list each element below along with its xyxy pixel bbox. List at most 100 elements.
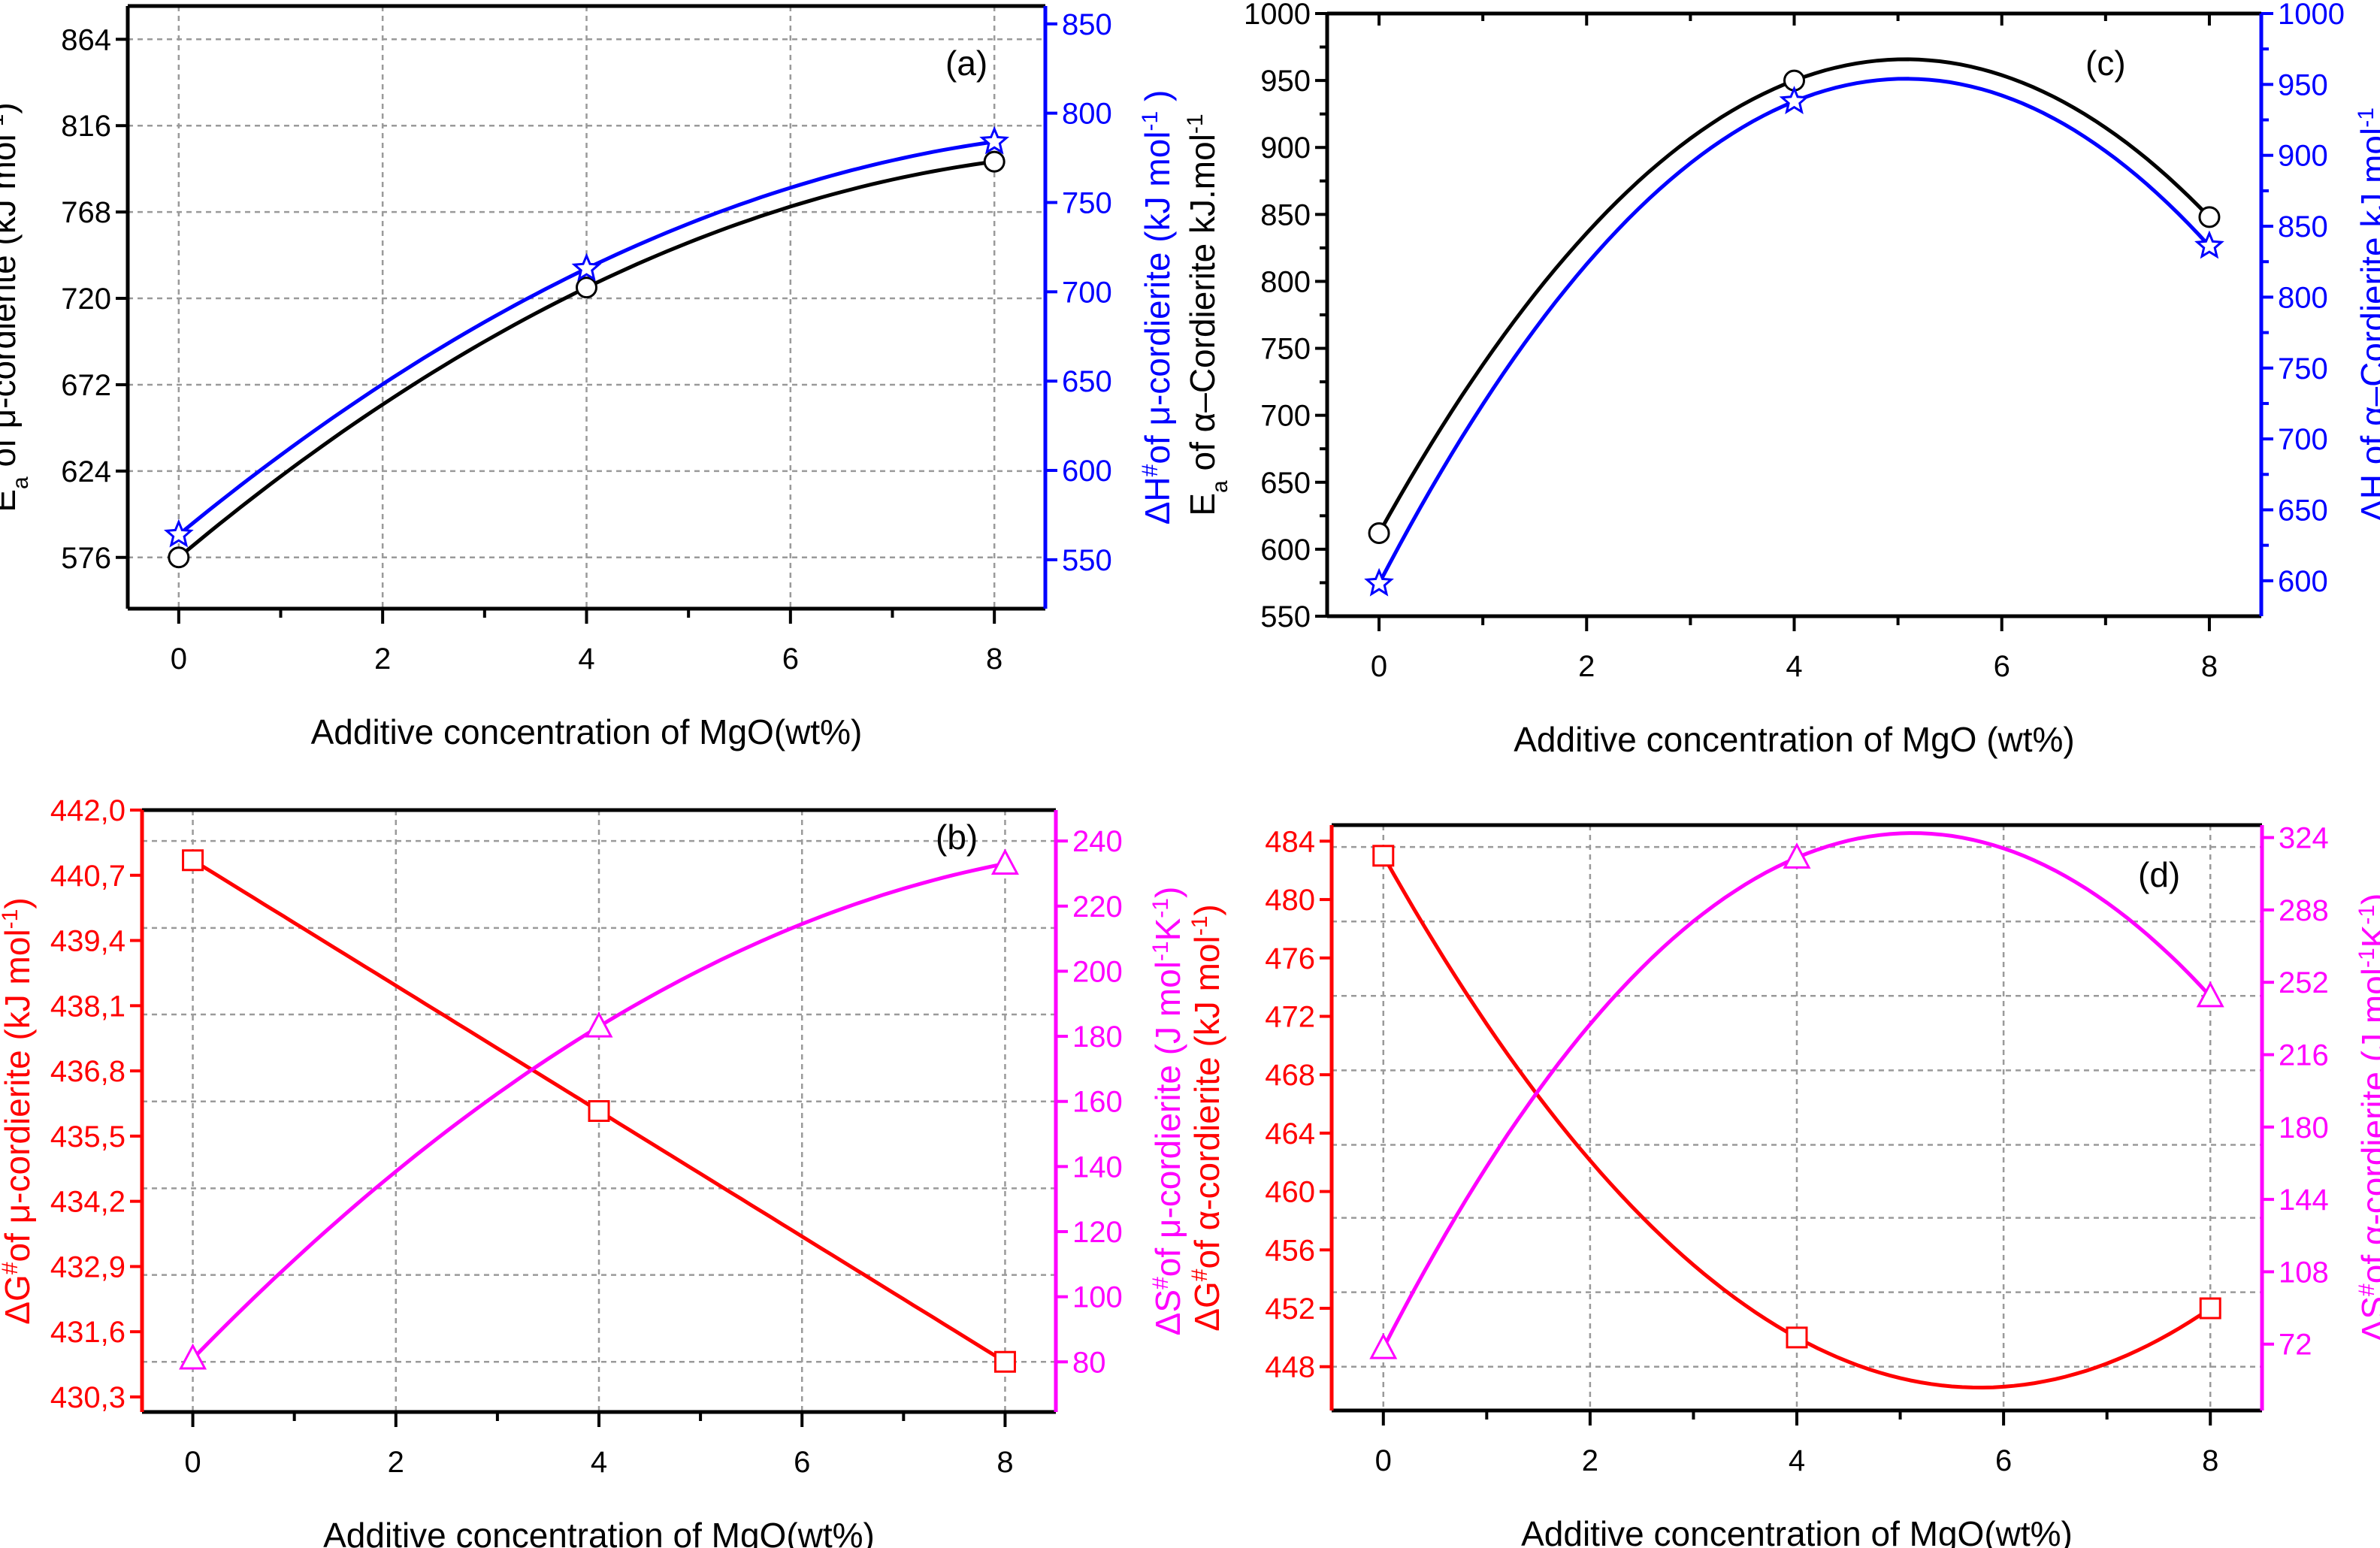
x-axis-title: Additive concentration of MgO(wt%): [323, 1516, 875, 1548]
y2-tick-label: 800: [2278, 281, 2328, 314]
y2-tick-label: 850: [2278, 210, 2328, 243]
y-tick-label: 434,2: [50, 1186, 126, 1219]
y-tick-label: 800: [1260, 265, 1311, 298]
y2-axis-title: ΔH#of μ-cordierite (kJ mol-1 ): [1138, 90, 1178, 525]
x-tick-label: 6: [782, 642, 799, 676]
label-segment: -1: [1138, 111, 1163, 132]
data-point-circle: [168, 546, 190, 569]
x-tick-label: 6: [794, 1446, 810, 1479]
x-tick-label: 8: [996, 1446, 1013, 1479]
data-point-triangle: [1783, 842, 1811, 869]
x-tick-label: 2: [1582, 1444, 1598, 1477]
x-axis-title: Additive concentration of MgO(wt%): [1521, 1514, 2073, 1548]
panel-label: (d): [2138, 855, 2180, 894]
label-segment: -1: [1183, 113, 1208, 134]
y-tick-label: 850: [1260, 198, 1311, 231]
label-segment: of μ-cordierite (J mol: [1148, 961, 1187, 1277]
grid: [128, 6, 1045, 609]
y-tick-label: 720: [61, 283, 111, 316]
y2-tick-label: 600: [1062, 455, 1112, 488]
label-segment: #: [1148, 1277, 1173, 1289]
x-axis-title: Additive concentration of MgO(wt%): [311, 712, 863, 751]
label-segment: -1: [1148, 941, 1173, 961]
data-point-triangle: [990, 848, 1019, 875]
y-tick-label: 816: [61, 110, 111, 143]
label-segment: ΔS: [2354, 1296, 2380, 1342]
y-tick-label: 650: [1260, 467, 1311, 500]
label-segment: a: [1208, 480, 1232, 493]
y2-tick-label: 700: [1062, 276, 1112, 309]
y2-tick-label: 108: [2279, 1256, 2329, 1289]
data-point-circle: [983, 150, 1006, 173]
label-segment: E: [0, 489, 23, 512]
y-tick-label: 438,1: [50, 990, 126, 1023]
y-tick-label: 448: [1265, 1351, 1315, 1384]
y2-tick-label: 220: [1072, 890, 1123, 924]
label-segment: ΔH of α–Cordierite kJ.mol: [2354, 128, 2380, 522]
y-tick-label: 700: [1260, 400, 1311, 433]
label-segment: -1: [2354, 948, 2379, 968]
y-tick-label: 460: [1265, 1176, 1315, 1209]
y-tick-label: 442,0: [50, 794, 126, 827]
series-star: [164, 125, 1010, 548]
label-segment: #: [1138, 464, 1163, 476]
y2-axis-title: ΔS#of μ-cordierite (J mol-1K-1): [1148, 887, 1188, 1336]
data-point-square: [993, 1350, 1016, 1373]
series-square: [182, 849, 1016, 1373]
x-tick-label: 0: [184, 1446, 201, 1479]
y-tick-label: 768: [61, 196, 111, 229]
y-tick-label: 432,9: [50, 1250, 126, 1283]
x-tick-label: 0: [1371, 650, 1387, 683]
y2-tick-label: 200: [1072, 955, 1123, 988]
label-segment: ΔG: [1187, 1281, 1226, 1332]
x-tick-label: 4: [578, 642, 594, 676]
y2-tick-label: 216: [2279, 1039, 2329, 1072]
y-tick-label: 1000: [1244, 0, 1311, 31]
y-tick-label: 468: [1265, 1059, 1315, 1092]
x-tick-label: 4: [1786, 650, 1802, 683]
y-tick-label: 600: [1260, 534, 1311, 567]
y-axis-title: ΔG#of μ-cordierite (kJ mol-1): [0, 897, 37, 1324]
y2-tick-label: 288: [2279, 894, 2329, 927]
label-segment: ): [0, 102, 23, 113]
data-point-triangle: [1369, 1332, 1398, 1359]
y-tick-label: 900: [1260, 132, 1311, 165]
label-segment: ΔH: [1138, 476, 1177, 525]
y2-tick-label: 900: [2278, 140, 2328, 173]
y-tick-label: 436,8: [50, 1055, 126, 1088]
y-tick-label: 452: [1265, 1293, 1315, 1326]
y2-tick-label: 700: [2278, 423, 2328, 456]
label-segment: ): [1187, 904, 1226, 915]
y-axis-title: Ea of μ-cordierite (kJ mol-1): [0, 102, 33, 512]
x-tick-label: 2: [388, 1446, 404, 1479]
panel-c: 0 2 4 6 8 550 600 650 700 750 800 850 900 950 1000 600 6…: [1183, 0, 2380, 759]
y2-tick-label: 144: [2279, 1184, 2329, 1217]
y-tick-label: 950: [1260, 65, 1311, 98]
data-point-circle: [1368, 522, 1390, 545]
label-segment: of α-cordierite (J mol: [2354, 968, 2380, 1283]
panel-b: 0 2 4 6 8 430,3 431,6 432,9 434,2 435,5 436,8 438,1…: [0, 794, 1187, 1548]
y-tick-label: 464: [1265, 1117, 1315, 1150]
series-square: [1372, 845, 2221, 1390]
y2-tick-label: 750: [2278, 352, 2328, 385]
panel-d: 0 2 4 6 844845245646046446847247648048472108…: [1187, 822, 2380, 1548]
data-point-square: [2199, 1297, 2221, 1320]
label-segment: of μ-cordierite (kJ mol: [1138, 132, 1177, 464]
series-circle: [1368, 57, 2221, 545]
x-tick-label: 2: [374, 642, 391, 676]
label-segment: ): [0, 897, 37, 909]
grid: [1332, 825, 2262, 1410]
y2-tick-label: 1000: [2278, 0, 2345, 31]
y-tick-label: 550: [1260, 600, 1311, 633]
y2-tick-label: 600: [2278, 565, 2328, 598]
label-segment: K: [1148, 918, 1187, 941]
label-segment: of μ-cordierite (kJ mol: [0, 134, 23, 476]
y2-tick-label: 650: [1062, 365, 1112, 398]
y2-tick-label: 650: [2278, 494, 2328, 527]
label-segment: -1: [1187, 916, 1212, 936]
label-segment: of α-cordierite (kJ mol: [1187, 936, 1226, 1268]
y2-tick-label: 180: [1072, 1020, 1123, 1054]
y-tick-label: 431,6: [50, 1316, 126, 1349]
label-segment: #: [1187, 1268, 1212, 1281]
